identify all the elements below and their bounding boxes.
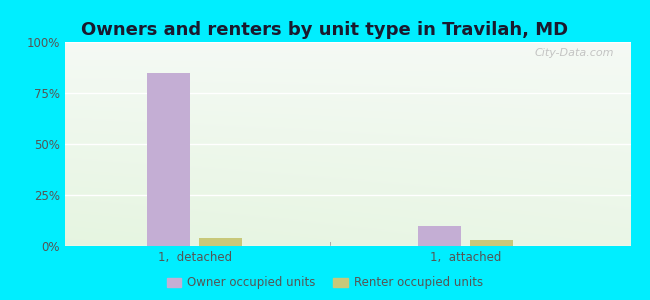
Legend: Owner occupied units, Renter occupied units: Owner occupied units, Renter occupied un… [162, 272, 488, 294]
Bar [148, 73, 190, 246]
Text: Owners and renters by unit type in Travilah, MD: Owners and renters by unit type in Travi… [81, 21, 569, 39]
Bar [200, 238, 242, 246]
Bar [419, 226, 461, 246]
Text: City-Data.com: City-Data.com [534, 48, 614, 58]
Bar [471, 240, 513, 246]
